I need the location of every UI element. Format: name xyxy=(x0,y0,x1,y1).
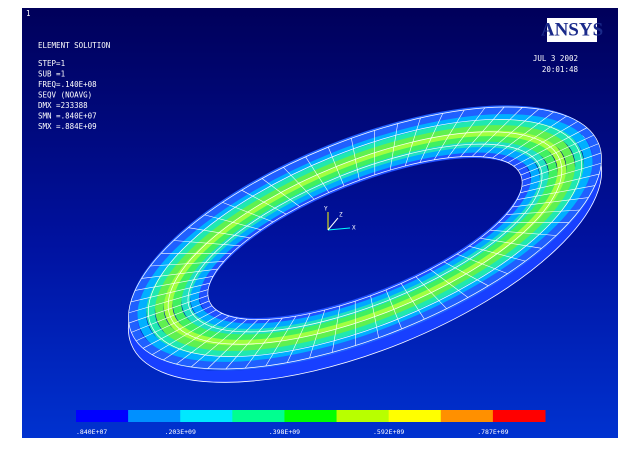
triad-y: Y xyxy=(324,206,328,213)
legend-label: .203E+09 xyxy=(165,428,196,436)
logo: ANSYS xyxy=(541,19,603,40)
legend-label: .787E+09 xyxy=(477,428,508,436)
legend-swatch xyxy=(493,410,546,422)
legend-label: .884E+09 xyxy=(514,437,545,445)
header-line: SEQV (NOAVG) xyxy=(38,91,92,100)
legend-label: .300E+09 xyxy=(217,437,248,445)
header-line: SUB =1 xyxy=(38,70,65,79)
legend-swatch xyxy=(389,410,442,422)
ansys-window: 1 ELEMENT SOLUTION ANSYS JUL 3 2002 20:0… xyxy=(0,0,639,454)
legend-swatch xyxy=(180,410,233,422)
time: 20:01:48 xyxy=(542,65,579,74)
legend-label: .840E+07 xyxy=(76,428,107,436)
legend-label: .106E+09 xyxy=(112,437,143,445)
header-line: STEP=1 xyxy=(38,59,65,68)
header-line: SMX =.884E+09 xyxy=(38,122,97,131)
legend-swatch xyxy=(128,410,181,422)
window-number: 1 xyxy=(26,9,31,18)
result-title: ELEMENT SOLUTION xyxy=(38,41,110,50)
legend-swatch xyxy=(76,410,129,422)
date: JUL 3 2002 xyxy=(533,54,578,63)
triad-x: X xyxy=(352,225,356,232)
legend-label: .398E+09 xyxy=(269,428,300,436)
legend-label: .690E+09 xyxy=(425,437,456,445)
legend-swatch xyxy=(232,410,285,422)
legend-swatch xyxy=(441,410,494,422)
header-line: DMX =233388 xyxy=(38,101,88,110)
triad-z: Z xyxy=(339,212,343,219)
page: 1 ELEMENT SOLUTION ANSYS JUL 3 2002 20:0… xyxy=(0,0,639,454)
header-line: FREQ=.140E+08 xyxy=(38,80,97,89)
header-line: SMN =.840E+07 xyxy=(38,112,97,121)
legend-label: .592E+09 xyxy=(373,428,404,436)
legend-swatch xyxy=(284,410,337,422)
legend-swatch xyxy=(337,410,390,422)
legend-label: .495E+09 xyxy=(321,437,352,445)
